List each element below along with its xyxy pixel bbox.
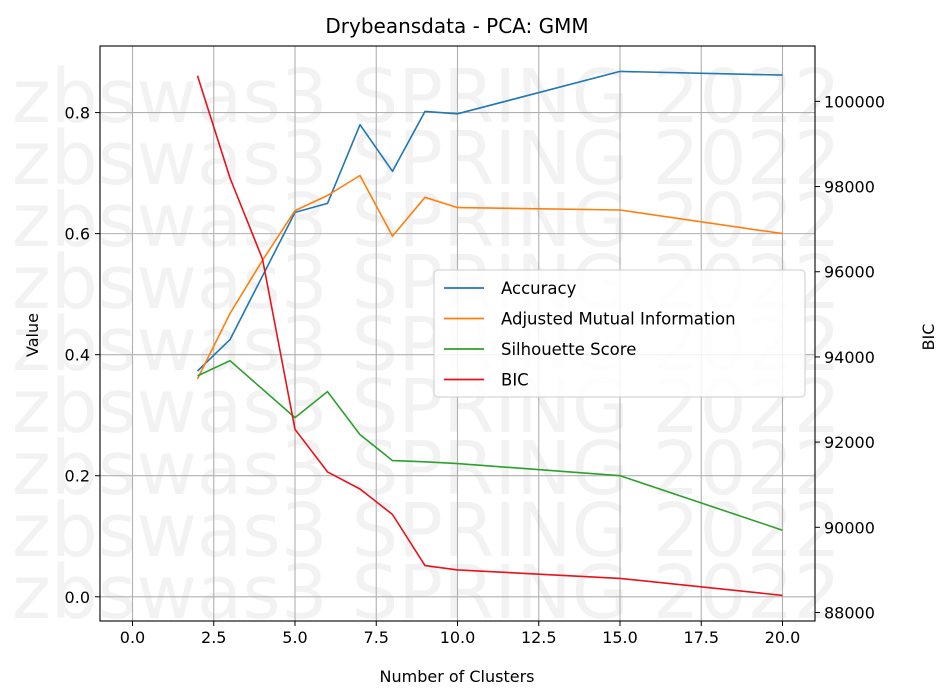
x-tick-label: 7.5 xyxy=(364,628,389,647)
y2-tick-label: 88000 xyxy=(824,603,875,622)
watermark-text: zbswas3 SPRING 2022 xyxy=(12,426,841,512)
watermark-text: zbswas3 SPRING 2022 xyxy=(12,488,841,574)
y-tick-label: 0.8 xyxy=(65,104,90,123)
legend-label: Adjusted Mutual Information xyxy=(501,310,736,329)
series-line-bic xyxy=(196,75,783,597)
watermark-text: zbswas3 SPRING 2022 xyxy=(12,54,841,140)
legend-box xyxy=(433,269,806,398)
y-tick-label: 0.4 xyxy=(65,346,90,365)
x-tick-label: 12.5 xyxy=(521,628,557,647)
legend-label: Silhouette Score xyxy=(501,340,636,359)
y2-tick-label: 90000 xyxy=(824,518,875,537)
legend-label: Accuracy xyxy=(501,279,577,298)
y-tick-label: 0.2 xyxy=(65,467,90,486)
x-tick-label: 17.5 xyxy=(683,628,719,647)
x-tick-label: 0.0 xyxy=(120,628,145,647)
watermark-text: zbswas3 SPRING 2022 xyxy=(12,116,841,202)
y2-tick-label: 98000 xyxy=(824,178,875,197)
series-line-accuracy xyxy=(196,70,783,372)
y-tick-label: 0.6 xyxy=(65,225,90,244)
legend-label: BIC xyxy=(501,371,529,390)
y2-tick-label: 100000 xyxy=(824,92,885,111)
chart-title: Drybeansdata - PCA: GMM xyxy=(325,14,588,38)
series-line-adjusted-mutual-information xyxy=(196,174,783,380)
x-tick-label: 15.0 xyxy=(602,628,638,647)
y2-tick-label: 96000 xyxy=(824,263,875,282)
watermark-text: zbswas3 SPRING 2022 xyxy=(12,178,841,264)
series-line-silhouette-score xyxy=(197,359,783,531)
series-lines xyxy=(196,70,783,597)
x-tick-label: 5.0 xyxy=(282,628,307,647)
y-tick-label: 0.0 xyxy=(65,588,90,607)
y2-axis-ticks: 88000 90000 92000 94000 96000 98000 100000 xyxy=(815,92,885,622)
y2-axis-title: BIC xyxy=(919,324,938,351)
y-axis-ticks: 0.0 0.2 0.4 0.6 0.8 xyxy=(65,104,100,607)
y2-tick-label: 92000 xyxy=(824,433,875,452)
y-axis-title: Value xyxy=(23,313,42,357)
y2-tick-label: 94000 xyxy=(824,348,875,367)
watermark-text: zbswas3 SPRING 2022 xyxy=(12,550,841,636)
x-tick-label: 10.0 xyxy=(440,628,476,647)
x-axis-title: Number of Clusters xyxy=(380,667,535,686)
legend: Accuracy Adjusted Mutual Information Silho… xyxy=(433,269,806,398)
x-tick-label: 20.0 xyxy=(765,628,801,647)
x-tick-label: 2.5 xyxy=(201,628,226,647)
x-axis-ticks: 0.0 2.5 5.0 7.5 10.0 12.5 15.0 17.5 20.0 xyxy=(120,621,801,647)
